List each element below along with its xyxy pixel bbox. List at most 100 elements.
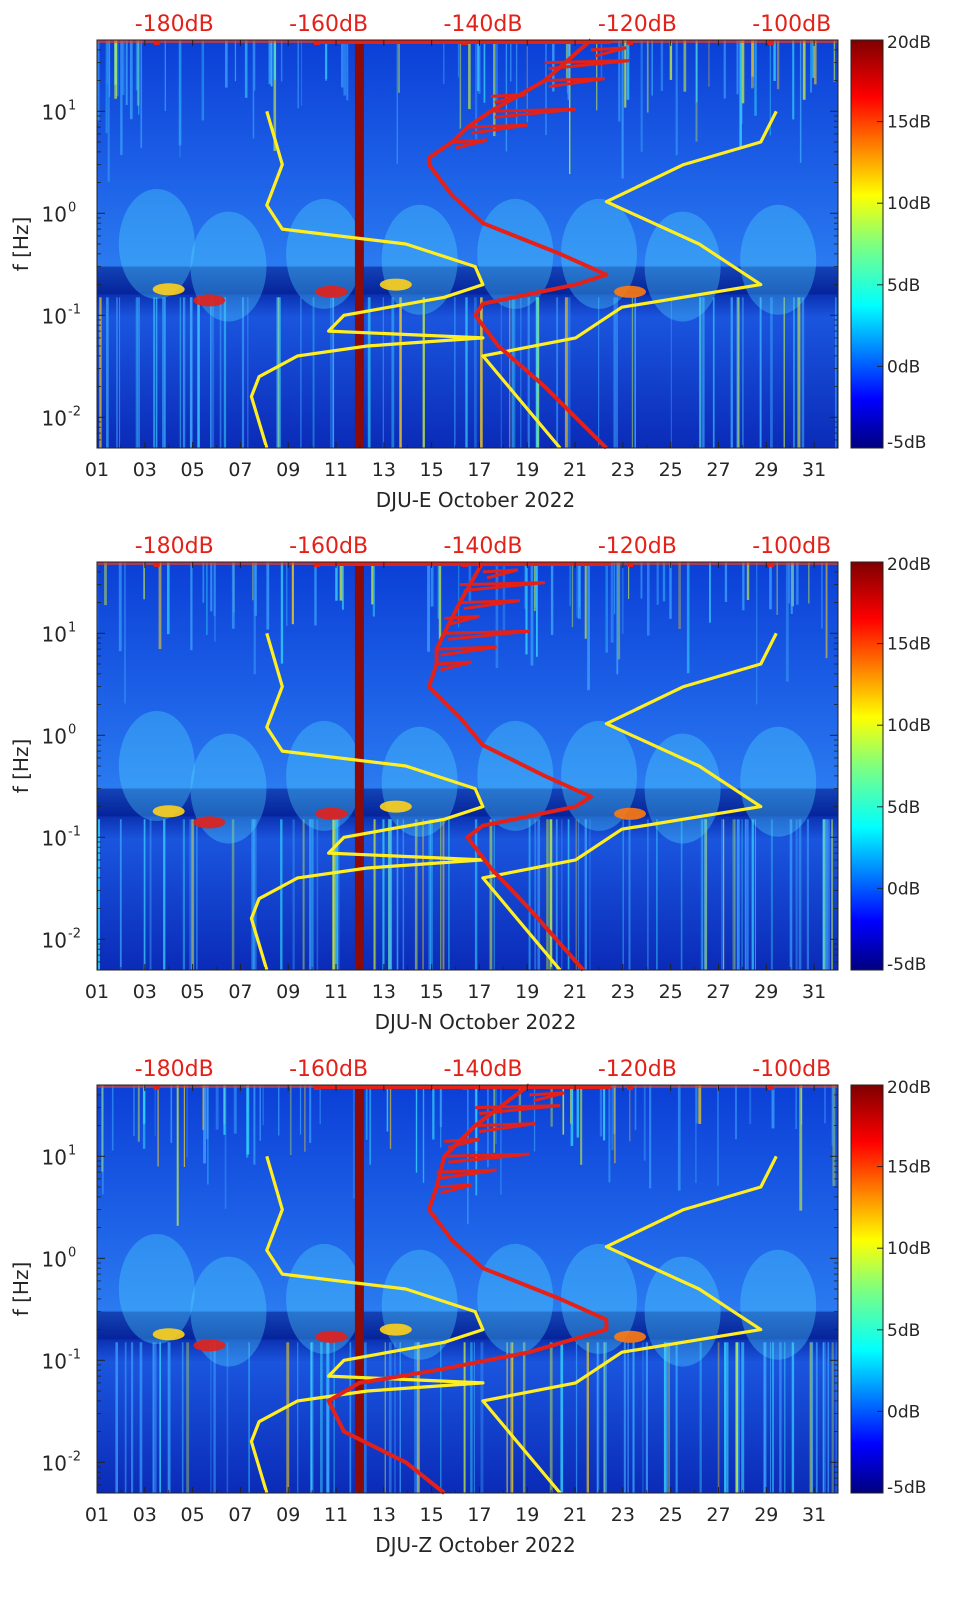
heatmap-streak xyxy=(367,297,371,448)
heatmap-streak xyxy=(617,562,621,660)
x-tick-label: 09 xyxy=(276,981,300,1003)
heatmap-hotspot xyxy=(379,278,412,291)
top-db-label: -160dB xyxy=(289,534,368,559)
colorbar: 20dB 15dB 10dB 5dB 0dB -5dB xyxy=(850,1078,931,1498)
x-tick-label: 21 xyxy=(563,459,587,481)
heatmap-streak xyxy=(191,819,195,970)
heatmap-streak xyxy=(771,1085,775,1129)
heatmap-streak xyxy=(798,819,802,970)
heatmap-streak xyxy=(520,297,522,448)
heatmap-streak xyxy=(349,1342,352,1493)
heatmap-streak xyxy=(749,1085,752,1124)
heatmap-streak xyxy=(621,562,624,634)
heatmap-streak xyxy=(341,562,344,610)
y-tick-exponent: -1 xyxy=(68,1347,81,1362)
heatmap-streak xyxy=(734,819,736,970)
heatmap-streak xyxy=(815,1342,818,1493)
heatmap-streak xyxy=(480,1342,484,1493)
top-db-label: -120dB xyxy=(598,1057,677,1082)
heatmap-streak xyxy=(510,1342,514,1493)
heatmap-streak xyxy=(832,1085,836,1186)
top-marker xyxy=(313,562,320,567)
heatmap-streak xyxy=(167,562,170,635)
heatmap-blob xyxy=(118,711,195,821)
heatmap-streak xyxy=(234,40,237,82)
heatmap-streak xyxy=(335,562,338,601)
curve-psd-spur xyxy=(444,1137,480,1149)
heatmap-streak xyxy=(791,1342,795,1493)
heatmap-streak xyxy=(741,819,743,970)
heatmap-streak xyxy=(278,1085,280,1136)
heatmap-streak xyxy=(369,1085,372,1165)
heatmap-streak xyxy=(735,1085,737,1140)
heatmap-streak xyxy=(810,40,812,93)
top-marker xyxy=(462,562,469,567)
heatmap-streak xyxy=(534,562,536,611)
x-tick-label: 07 xyxy=(228,459,252,481)
heatmap-streak xyxy=(699,297,702,448)
heatmap-streak xyxy=(587,562,590,691)
heatmap-streak xyxy=(140,40,143,148)
heatmap-streak xyxy=(154,1342,157,1493)
heatmap-streak xyxy=(695,1085,697,1184)
heatmap-streak xyxy=(824,1085,826,1124)
heatmap-streak xyxy=(797,297,801,448)
x-tick-label: 09 xyxy=(276,459,300,481)
heatmap-streak xyxy=(154,1085,156,1137)
curve-psd-spur xyxy=(436,660,472,672)
heatmap-streak xyxy=(312,819,314,970)
heatmap-streak xyxy=(297,40,299,109)
colorbar-label: -5dB xyxy=(887,955,926,975)
heatmap-streak xyxy=(589,819,591,970)
heatmap-streak xyxy=(422,819,424,970)
heatmap-streak xyxy=(555,819,558,970)
heatmap-streak xyxy=(213,1342,216,1493)
heatmap-streak xyxy=(201,40,205,121)
curve-noise-model-low xyxy=(481,1155,778,1495)
heatmap-streak xyxy=(463,1342,466,1493)
heatmap-streak xyxy=(616,297,618,448)
heatmap-streak xyxy=(102,1085,104,1195)
heatmap-streak xyxy=(333,1342,335,1493)
heatmap-data-gap-band xyxy=(354,562,364,970)
top-marker xyxy=(768,562,775,567)
x-tick-label: 07 xyxy=(228,1504,252,1526)
heatmap-streak xyxy=(262,1085,264,1126)
heatmap-streak xyxy=(489,819,493,970)
top-db-label: -180dB xyxy=(135,1057,214,1082)
heatmap-streak xyxy=(821,562,823,629)
curve-psd-spur xyxy=(436,1168,497,1180)
curve-noise-model-high xyxy=(249,632,485,971)
y-tick-exponent: -1 xyxy=(68,302,81,317)
heatmap-background xyxy=(97,562,838,970)
heatmap-streak xyxy=(567,819,570,970)
heatmap-streak xyxy=(569,40,571,175)
heatmap-streak xyxy=(759,297,762,448)
heatmap-hotspot xyxy=(152,1328,185,1341)
heatmap-streak xyxy=(812,40,815,78)
heatmap-streak xyxy=(352,1085,356,1199)
heatmap-streak xyxy=(155,297,158,448)
heatmap-streak xyxy=(422,1085,425,1183)
heatmap-streak xyxy=(292,819,295,970)
heatmap-streak xyxy=(512,297,516,448)
heatmap-streak xyxy=(336,819,339,970)
colorbar-label: 15dB xyxy=(887,113,931,133)
heatmap-streak xyxy=(789,819,793,970)
heatmap-streak xyxy=(442,819,445,970)
x-tick-label: 11 xyxy=(324,459,348,481)
heatmap-streak xyxy=(814,40,817,85)
heatmap-streak xyxy=(751,819,754,970)
heatmap-streak xyxy=(570,1085,574,1146)
x-tick-label: 17 xyxy=(467,981,491,1003)
heatmap-streak xyxy=(398,40,400,93)
heatmap-streak xyxy=(613,297,617,448)
heatmap-streak xyxy=(796,562,799,605)
heatmap-streak xyxy=(309,819,312,970)
heatmap-streak xyxy=(138,40,140,115)
heatmap-streak xyxy=(182,819,185,970)
heatmap-streak xyxy=(314,562,317,626)
heatmap-streak xyxy=(700,819,704,970)
heatmap-streak xyxy=(656,562,659,605)
